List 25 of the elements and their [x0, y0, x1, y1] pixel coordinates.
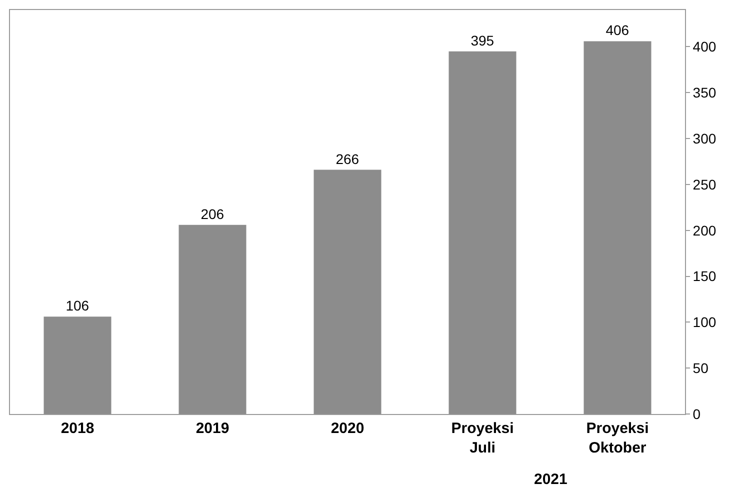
- y-tick-label: 100: [692, 314, 716, 330]
- data-label: 206: [200, 206, 224, 222]
- text: 2021: [534, 471, 568, 488]
- x-tick-label: Proyeksi Oktober: [586, 420, 649, 456]
- bar: [178, 224, 246, 414]
- x-tick-label: 2019: [196, 420, 230, 437]
- y-tick-label: 150: [692, 268, 716, 284]
- bar: [584, 41, 652, 414]
- x-tick-label: Proyeksi Juli: [451, 420, 514, 456]
- bar: [44, 316, 112, 414]
- x-tick-label: 2020: [330, 420, 364, 437]
- y-tick-label: 200: [692, 222, 716, 238]
- data-label: 106: [66, 298, 90, 314]
- data-label: 266: [336, 150, 360, 167]
- x-tick-label: 2018: [60, 420, 94, 437]
- y-tick-label: 0: [692, 406, 701, 422]
- bar: [448, 51, 516, 414]
- y-tick-label: 50: [692, 360, 709, 376]
- data-label: 406: [606, 22, 630, 38]
- y-tick-label: 350: [692, 84, 716, 101]
- y-tick-label: 300: [692, 130, 716, 146]
- bar: [314, 170, 382, 414]
- y-tick-label: 250: [692, 176, 716, 192]
- data-label: 395: [470, 32, 494, 48]
- y-tick-label: 400: [692, 38, 716, 55]
